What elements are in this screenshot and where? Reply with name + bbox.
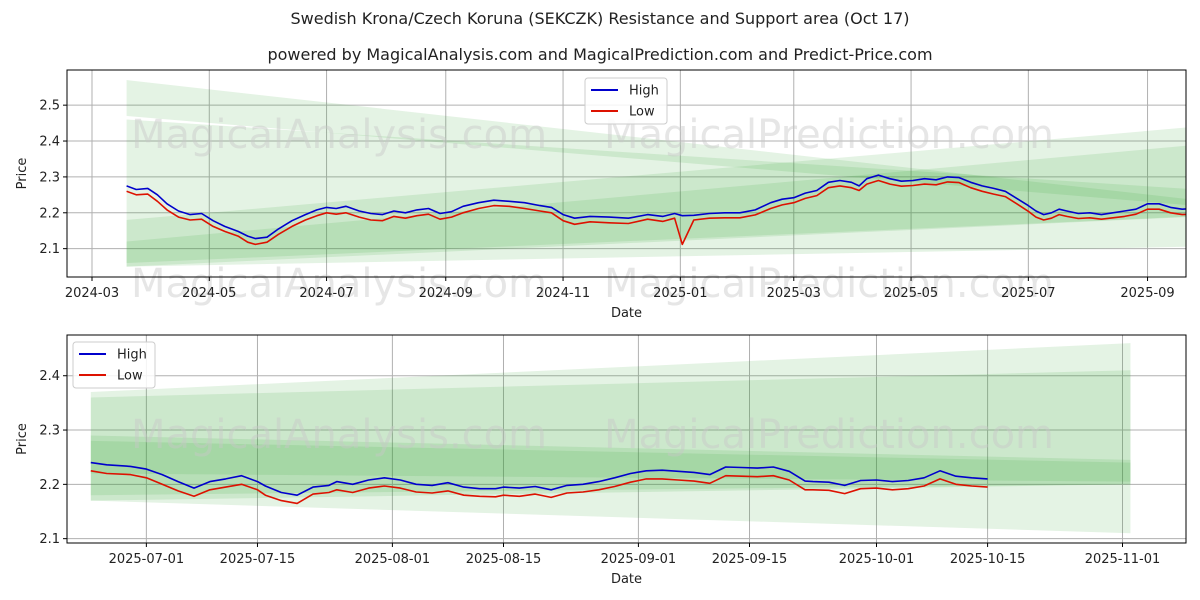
- support-resistance-band: [90, 435, 1131, 482]
- x-tick-label: 2025-07-01: [109, 552, 185, 567]
- panel-2: MagicalAnalysis.com MagicalPrediction.com…: [15, 334, 1187, 587]
- series-group: [126, 174, 1186, 246]
- x-tick-label: 2025-11-01: [1085, 552, 1161, 567]
- series-line-high: [90, 461, 988, 496]
- x-tick-label: 2025-09-15: [712, 552, 788, 567]
- x-tick-label: 2024-03: [65, 286, 119, 301]
- x-axis-label: Date: [611, 306, 642, 321]
- x-tick-label: 2025-07: [1001, 286, 1055, 301]
- legend: High Low: [584, 77, 668, 125]
- y-tick-label: 2.5: [39, 99, 60, 114]
- x-tick-label: 2025-09: [1120, 286, 1174, 301]
- series-line-high: [126, 174, 1186, 240]
- watermark-text: MagicalAnalysis.com: [131, 412, 547, 458]
- x-tick-label: 2024-09: [419, 286, 473, 301]
- bands: [126, 80, 1186, 267]
- legend-label-high: High: [117, 348, 147, 363]
- support-resistance-band: [126, 119, 1186, 267]
- support-resistance-band: [90, 370, 1131, 501]
- x-tick-label: 2025-07-15: [220, 552, 296, 567]
- x-tick-label: 2025-03: [767, 286, 821, 301]
- watermark-text: MagicalAnalysis.com: [131, 112, 547, 158]
- watermark-text: MagicalPrediction.com: [604, 112, 1054, 158]
- x-tick-label: 2024-11: [536, 286, 590, 301]
- x-tick-label: 2024-05: [182, 286, 236, 301]
- series-line-low: [126, 179, 1186, 246]
- x-tick-label: 2025-09-01: [601, 552, 677, 567]
- y-tick-label: 2.1: [39, 242, 60, 257]
- y-tick-label: 2.3: [39, 424, 60, 439]
- y-tick-label: 2.4: [39, 135, 60, 150]
- legend-label-high: High: [629, 84, 659, 99]
- x-axis-label: Date: [611, 572, 642, 587]
- x-tick-label: 2025-08-15: [466, 552, 542, 567]
- y-tick-label: 2.1: [39, 532, 60, 547]
- x-tick-label: 2025-10-01: [839, 552, 915, 567]
- support-resistance-band: [126, 80, 1186, 206]
- panel-1: MagicalAnalysis.com MagicalPrediction.com…: [15, 69, 1187, 321]
- y-tick-label: 2.3: [39, 170, 60, 185]
- support-resistance-band: [90, 343, 1131, 534]
- support-resistance-band: [126, 145, 1186, 264]
- chart-title: Swedish Krona/Czech Koruna (SEKCZK) Resi…: [290, 9, 910, 28]
- x-tick-label: 2024-07: [299, 286, 353, 301]
- y-tick-label: 2.2: [39, 206, 60, 221]
- support-resistance-band: [126, 127, 1186, 267]
- y-axis-label: Price: [15, 158, 30, 190]
- y-tick-label: 2.2: [39, 478, 60, 493]
- y-axis-label: Price: [15, 423, 30, 455]
- watermark-text: MagicalPrediction.com: [604, 261, 1054, 307]
- x-tick-label: 2025-01: [653, 286, 707, 301]
- chart-subtitle: powered by MagicalAnalysis.com and Magic…: [267, 45, 933, 64]
- axes-frame: [66, 334, 1187, 544]
- x-tick-label: 2025-05: [884, 286, 938, 301]
- watermark-text: MagicalAnalysis.com: [131, 261, 547, 307]
- axes-frame: [66, 69, 1187, 278]
- watermark-text: MagicalPrediction.com: [604, 412, 1054, 458]
- support-resistance-band: [90, 440, 1131, 496]
- bands: [90, 343, 1131, 534]
- y-tick-label: 2.4: [39, 369, 60, 384]
- x-tick-label: 2025-10-15: [950, 552, 1026, 567]
- legend-label-low: Low: [629, 105, 655, 120]
- series-group: [90, 461, 988, 505]
- x-tick-label: 2025-08-01: [355, 552, 431, 567]
- series-line-low: [90, 470, 988, 505]
- legend: High Low: [72, 341, 156, 389]
- legend-label-low: Low: [117, 369, 143, 384]
